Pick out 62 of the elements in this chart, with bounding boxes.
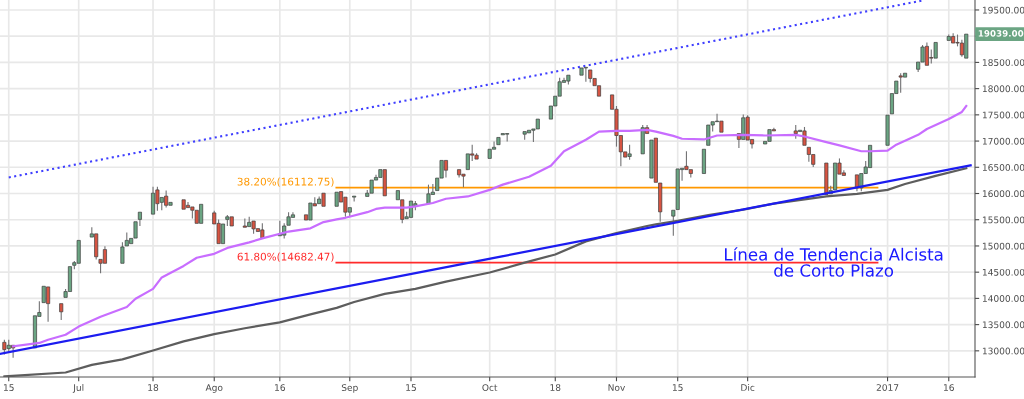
candlestick bbox=[102, 245, 107, 264]
x-tick-label: 18 bbox=[148, 384, 159, 391]
x-tick-label: Ago bbox=[205, 384, 223, 393]
y-tick-label: 15000.00 bbox=[982, 242, 1024, 250]
annotation: Línea de Tendencia Alcista de Corto Plazo bbox=[725, 247, 943, 277]
y-tick-label: 14000.00 bbox=[982, 295, 1024, 302]
candlestick bbox=[500, 133, 505, 136]
candlestick bbox=[487, 148, 492, 159]
candlestick bbox=[321, 192, 326, 207]
x-tick-label: 16 bbox=[944, 384, 954, 391]
y-tick-label: 13500.00 bbox=[982, 321, 1024, 329]
x-tick-label: 15 bbox=[3, 384, 14, 391]
candlestick bbox=[535, 118, 540, 130]
candlestick bbox=[457, 169, 462, 179]
candlestick bbox=[352, 195, 357, 202]
x-tick-label: 2017 bbox=[876, 384, 899, 391]
candlestick bbox=[465, 153, 470, 170]
y-tick-label: 16500.00 bbox=[982, 164, 1024, 171]
candlestick bbox=[382, 169, 387, 197]
candlestick bbox=[701, 148, 706, 174]
line-series bbox=[12, 104, 968, 348]
y-tick-label: 13000.00 bbox=[982, 347, 1024, 355]
candlestick bbox=[964, 33, 969, 59]
candlestick bbox=[229, 216, 234, 227]
candlestick bbox=[369, 179, 374, 194]
y-tick-label: 18500.00 bbox=[982, 59, 1024, 66]
y-tick-label: 18000.00 bbox=[982, 85, 1024, 93]
candlestick bbox=[719, 120, 724, 133]
candlestick bbox=[443, 160, 448, 179]
candlestick bbox=[924, 41, 929, 66]
candlestick bbox=[220, 223, 225, 244]
ref-line-label: 61.80%(14682.47) bbox=[237, 252, 334, 262]
y-tick-label: 17500.00 bbox=[982, 111, 1024, 119]
x-tick-label: 18 bbox=[550, 384, 561, 391]
candlestick bbox=[824, 162, 829, 195]
candlestick bbox=[885, 114, 890, 146]
y-tick-label: 14500.00 bbox=[982, 268, 1024, 276]
candlestick bbox=[334, 191, 339, 207]
candlestick bbox=[933, 42, 938, 59]
candlestick bbox=[76, 240, 81, 264]
x-tick-label: 15 bbox=[672, 384, 683, 391]
candlestick bbox=[474, 152, 479, 160]
candlestick bbox=[41, 285, 46, 303]
y-tick-label: 15500.00 bbox=[982, 216, 1024, 224]
candlestick bbox=[181, 199, 186, 210]
text: 19039.00 bbox=[978, 30, 1024, 37]
x-tick-label: Oct bbox=[482, 384, 498, 391]
candlestick bbox=[496, 137, 501, 146]
candlestick bbox=[308, 202, 313, 221]
candlestick bbox=[745, 114, 750, 141]
x-tick-label: 16 bbox=[275, 384, 285, 391]
candlestick bbox=[649, 139, 654, 179]
x-tick-label: Sep bbox=[341, 384, 358, 393]
x-tick-label: Jul bbox=[72, 384, 84, 393]
candlestick bbox=[579, 67, 584, 76]
y-tick-label: 19500.00 bbox=[982, 6, 1024, 14]
x-tick-label: Dic bbox=[741, 384, 755, 391]
x-tick-label: Nov bbox=[608, 384, 626, 391]
y-tick-label: 16000.00 bbox=[982, 190, 1024, 198]
ref-line-label: 38.20%(16112.75) bbox=[237, 177, 334, 187]
y-tick-label: 17000.00 bbox=[982, 137, 1024, 145]
x-tick-label: 15 bbox=[406, 384, 416, 391]
